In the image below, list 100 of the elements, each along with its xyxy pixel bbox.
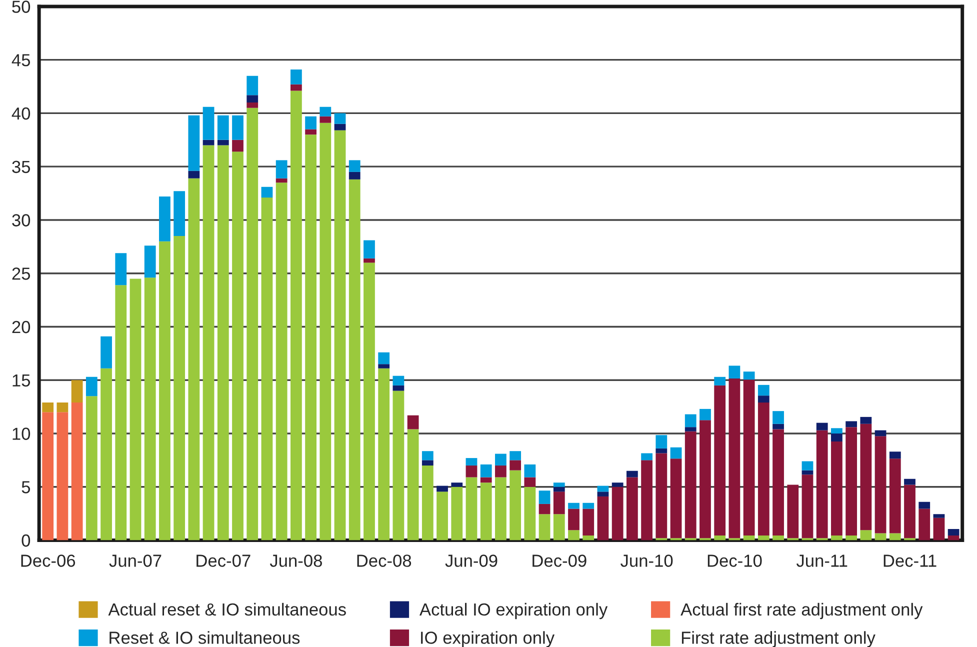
bar (758, 384, 770, 396)
y-tick-label: 25 (12, 268, 30, 280)
bar (582, 502, 594, 509)
bar (261, 186, 273, 198)
bar (305, 129, 316, 135)
bar (538, 504, 550, 514)
y-tick-label: 35 (12, 160, 30, 174)
bar (846, 535, 858, 540)
bar (684, 427, 696, 432)
bar (743, 380, 755, 536)
bar (758, 535, 770, 540)
bar (422, 451, 434, 460)
bar (684, 414, 696, 428)
x-tick-label: Dec-11 (884, 554, 936, 567)
bar (816, 422, 828, 430)
x-tick-label: Dec-06 (21, 554, 76, 567)
bar (71, 380, 83, 403)
bar (188, 178, 200, 540)
bar (553, 482, 565, 487)
bar (364, 258, 375, 263)
bar (392, 390, 404, 540)
bar (364, 262, 375, 540)
bar (772, 429, 784, 536)
bar (626, 470, 638, 478)
bar (378, 352, 390, 364)
bar (276, 178, 288, 183)
bar (538, 514, 550, 540)
bar (392, 385, 404, 391)
bar (217, 140, 229, 146)
bar (348, 160, 360, 172)
x-tick-label: Dec-08 (357, 554, 412, 567)
bar (495, 466, 506, 478)
bar (714, 376, 726, 386)
bar (480, 482, 492, 540)
bar (626, 477, 638, 540)
bar (846, 421, 858, 428)
bar (290, 84, 302, 91)
bar (174, 191, 186, 236)
bar (42, 402, 54, 412)
bar (874, 436, 886, 534)
bar (612, 482, 624, 487)
bar (802, 470, 814, 475)
bar (115, 285, 127, 540)
bar (100, 368, 112, 540)
x-tick-label: Jun-08 (270, 554, 322, 567)
bar (42, 412, 54, 540)
bar (918, 502, 930, 509)
x-tick-label: Dec-09 (532, 554, 586, 567)
bar (553, 492, 565, 514)
bar (758, 396, 770, 403)
bar (802, 461, 814, 470)
bar (743, 535, 755, 540)
bar (510, 460, 522, 470)
bar (364, 240, 375, 258)
bar (320, 106, 332, 116)
y-tick-label: 40 (12, 107, 30, 120)
x-tick-label: Dec-07 (196, 554, 250, 567)
bar (466, 458, 478, 466)
x-tick-label: Jun-09 (445, 554, 498, 567)
bar (115, 253, 127, 286)
bar (670, 447, 682, 459)
bar (904, 478, 916, 485)
bar (510, 451, 522, 460)
y-tick-label: 50 (12, 0, 30, 13)
bar (305, 116, 316, 130)
bar (202, 106, 214, 140)
bar (451, 482, 463, 487)
bar (772, 424, 784, 430)
bar (202, 140, 214, 146)
legend-label: IO expiration only (421, 631, 555, 647)
bar (510, 470, 522, 540)
bar (889, 452, 901, 459)
bar (700, 420, 711, 538)
bar (144, 246, 156, 278)
bar (86, 376, 98, 396)
bar (334, 124, 346, 130)
bar (772, 535, 784, 540)
bar (582, 508, 594, 536)
bar (188, 115, 200, 171)
bar (831, 433, 842, 442)
bar (933, 518, 945, 540)
bar (846, 427, 858, 536)
bar (743, 372, 755, 380)
bar (261, 198, 273, 540)
bar (480, 464, 492, 478)
bar (407, 415, 419, 430)
legend-label: Actual IO expiration only (419, 602, 608, 620)
bar (597, 492, 609, 496)
bar (538, 490, 550, 504)
bar (246, 95, 258, 103)
legend-label: Actual first rate adjustment only (680, 602, 923, 620)
x-tick-label: Dec-10 (708, 554, 762, 567)
bar (889, 458, 901, 534)
bar (290, 69, 302, 84)
bar (874, 430, 886, 436)
bar (553, 514, 565, 540)
bar (436, 486, 448, 492)
bar (860, 416, 872, 424)
bar (597, 496, 609, 540)
bar (232, 140, 244, 152)
